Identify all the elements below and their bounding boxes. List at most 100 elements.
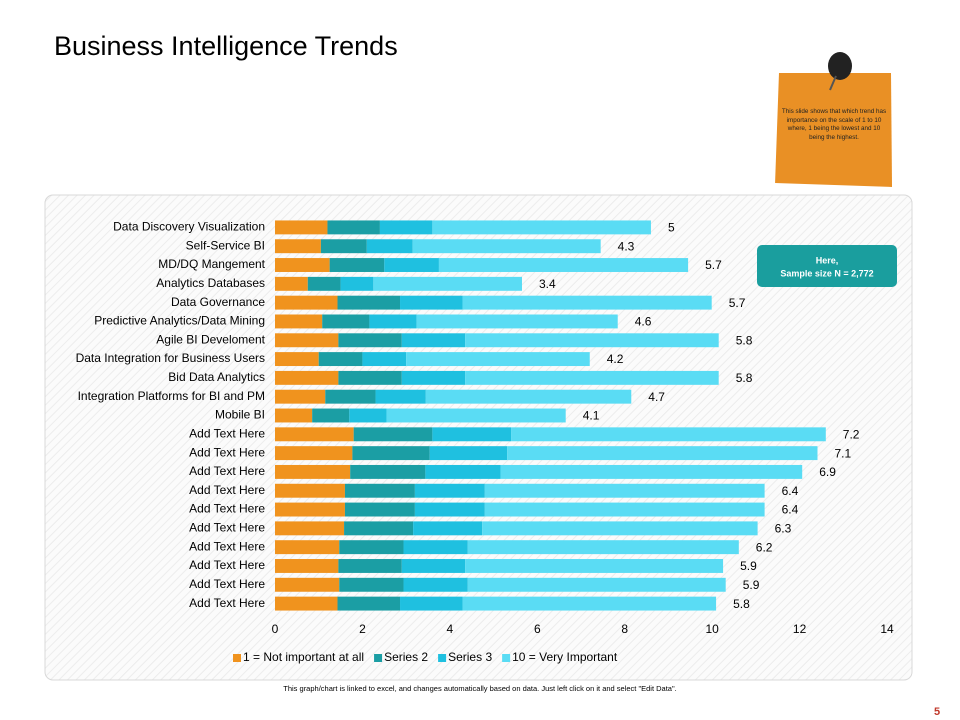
bar-segment [406, 352, 590, 367]
data-label: 5.9 [740, 559, 757, 573]
bar-segment [500, 464, 803, 479]
bar-segment [462, 295, 712, 310]
bar-segment [401, 370, 466, 385]
bar-segment [369, 314, 417, 329]
category-label: Agile BI Develoment [156, 332, 265, 346]
bar-segment [275, 427, 354, 442]
category-label: Add Text Here [189, 577, 265, 591]
bar-segment [352, 446, 430, 461]
bar-segment [339, 577, 404, 592]
bar-segment [362, 352, 407, 367]
data-label: 5.8 [736, 333, 753, 347]
bar-segment [275, 220, 328, 235]
bar-segment [507, 446, 818, 461]
bar-segment [414, 502, 485, 517]
data-label: 5 [668, 221, 675, 235]
legend-swatch [438, 654, 447, 662]
bar-segment [325, 389, 376, 404]
data-label: 6.9 [819, 465, 836, 479]
badge-line: Here, [816, 255, 839, 265]
note-box: This slide shows that which trend has im… [781, 108, 887, 141]
x-tick-label: 12 [793, 622, 807, 636]
bar-segment [322, 314, 370, 329]
bar-segment [340, 276, 374, 291]
bar-segment [318, 352, 363, 367]
bar-segment [275, 577, 340, 592]
x-tick-label: 4 [447, 622, 454, 636]
x-tick-label: 2 [359, 622, 366, 636]
bar-segment [401, 559, 466, 573]
bar-segment [337, 295, 401, 310]
data-label: 5.9 [743, 578, 760, 592]
bar-segment [386, 408, 566, 423]
data-label: 3.4 [539, 277, 556, 291]
bar-segment [373, 276, 522, 291]
bar-segment [275, 314, 323, 329]
bar-segment [275, 276, 308, 291]
x-tick-label: 0 [272, 622, 279, 636]
data-label: 4.7 [648, 390, 665, 404]
category-label: Add Text Here [189, 558, 265, 572]
bar-segment [425, 389, 632, 404]
bar-segment [438, 258, 689, 272]
bar-segment [467, 540, 739, 555]
data-label: 4.2 [607, 352, 624, 366]
bar-segment [275, 502, 345, 517]
bar-segment [338, 559, 402, 573]
data-label: 6.3 [775, 522, 792, 536]
category-label: Mobile BI [215, 408, 265, 422]
category-label: Data Governance [171, 295, 265, 309]
data-label: 5.7 [729, 296, 746, 310]
bar-segment [338, 370, 402, 385]
bar-segment [275, 352, 319, 367]
bar-segment [353, 427, 433, 442]
bar-segment [275, 239, 321, 254]
bar-segment [465, 333, 719, 348]
bar-segment [329, 258, 385, 272]
x-tick-label: 14 [880, 622, 894, 636]
page-number: 5 [934, 706, 940, 718]
bar-segment [429, 446, 508, 461]
bar-segment [412, 239, 601, 254]
note-text: This slide shows that which trend has im… [781, 108, 887, 141]
category-label: Add Text Here [189, 483, 265, 497]
category-label: Self-Service BI [186, 238, 265, 252]
bar-segment [465, 559, 724, 573]
bar-segment [275, 258, 330, 272]
bar-segment [312, 408, 350, 423]
category-label: MD/DQ Mangement [158, 257, 265, 271]
category-label: Data Discovery Visualization [113, 220, 265, 234]
category-label: Add Text Here [189, 445, 265, 459]
data-label: 4.3 [618, 239, 635, 253]
badge [757, 245, 897, 287]
bar-segment [344, 521, 414, 536]
bar-segment [275, 540, 340, 555]
bar-segment [414, 483, 485, 498]
bar-segment [375, 389, 426, 404]
bar-segment [432, 220, 651, 235]
category-label: Data Integration for Business Users [76, 351, 265, 365]
bar-segment [413, 521, 483, 536]
bar-segment [339, 540, 404, 555]
bar-segment [275, 483, 345, 498]
slide-title: Business Intelligence Trends [54, 31, 398, 61]
bar-segment [400, 295, 463, 310]
bar-segment [275, 370, 339, 385]
bar-segment [338, 333, 402, 348]
category-label: Add Text Here [189, 539, 265, 553]
bar-segment [416, 314, 618, 329]
footer: This graph/chart is linked to excel, and… [283, 684, 676, 693]
data-label: 6.2 [756, 540, 773, 554]
bar-segment [511, 427, 826, 442]
bar-segment [344, 502, 415, 517]
data-label: 5.8 [733, 597, 750, 611]
data-label: 7.2 [843, 427, 860, 441]
legend-label: Series 2 [384, 650, 428, 664]
x-tick-label: 10 [705, 622, 719, 636]
data-label: 5.8 [736, 371, 753, 385]
category-label: Add Text Here [189, 464, 265, 478]
bar-segment [327, 220, 380, 235]
category-label: Add Text Here [189, 596, 265, 610]
legend-label: 10 = Very Important [512, 650, 618, 664]
